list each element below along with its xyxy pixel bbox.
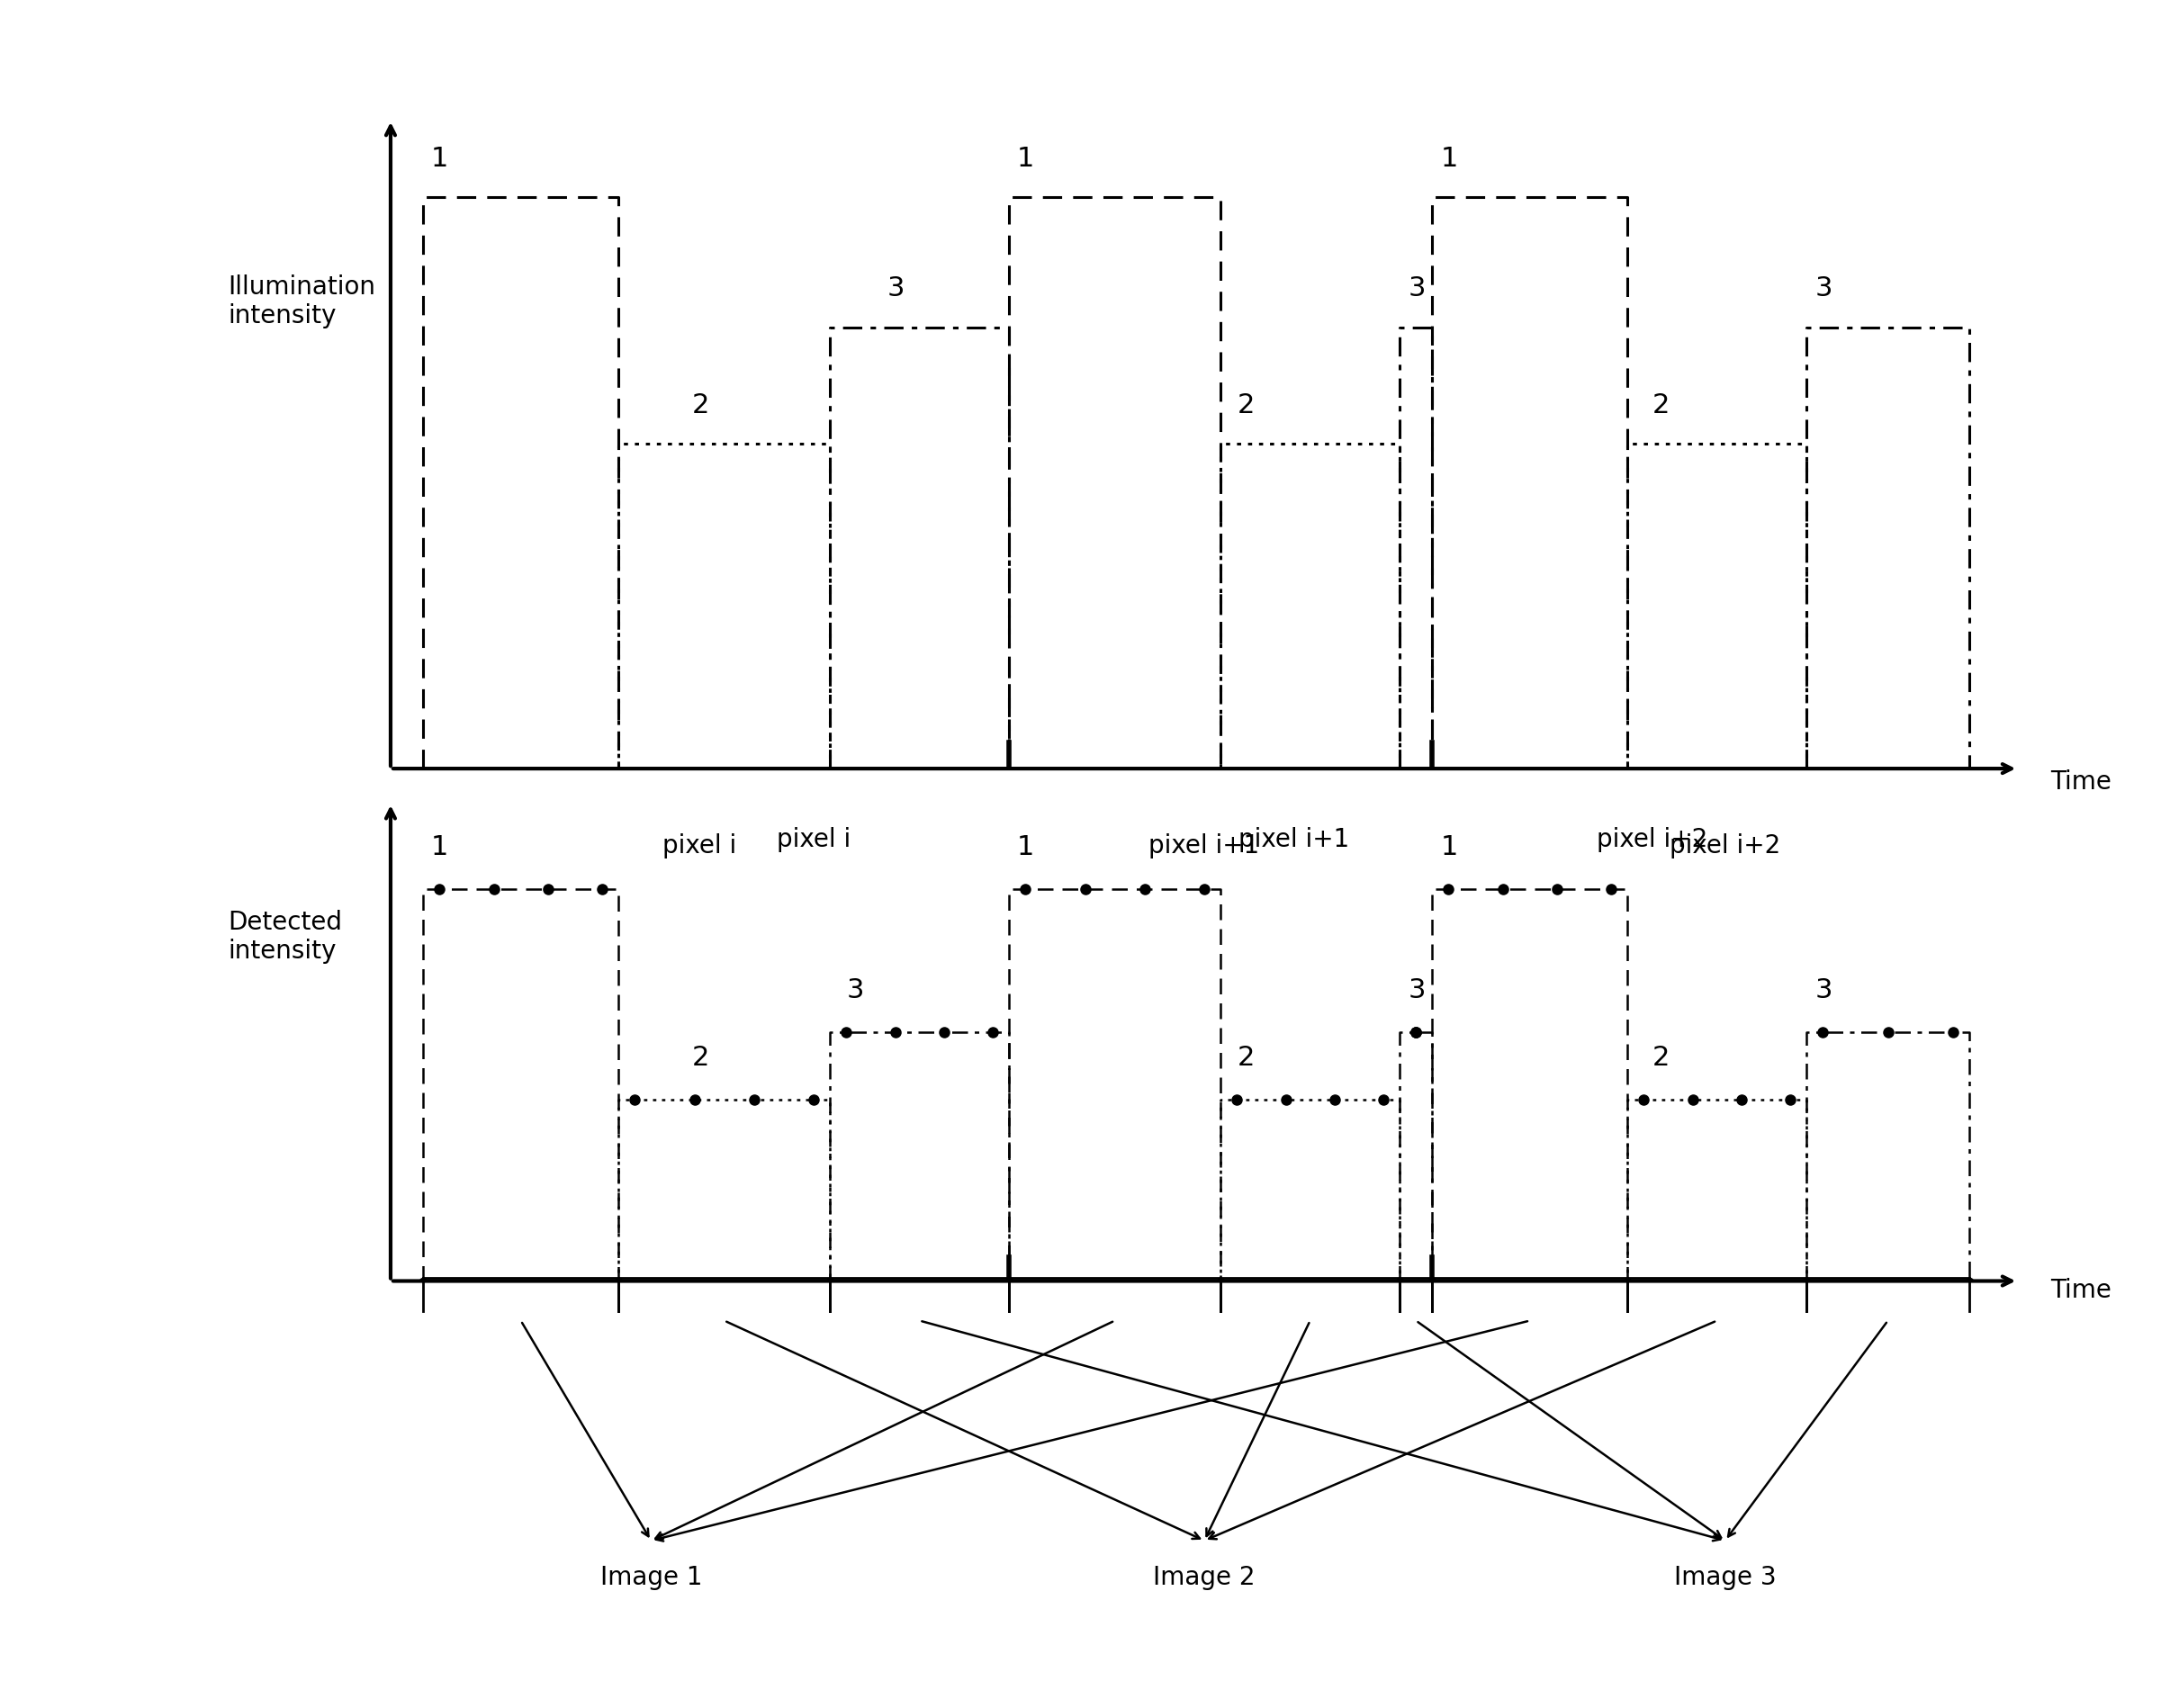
Text: 2: 2 xyxy=(1237,1045,1254,1071)
Text: 3: 3 xyxy=(1408,977,1426,1004)
Text: 2: 2 xyxy=(1651,393,1669,418)
Text: pixel i: pixel i xyxy=(777,827,851,852)
Text: 1: 1 xyxy=(1441,834,1458,861)
Text: pixel i+1: pixel i+1 xyxy=(1148,834,1261,859)
Text: 3: 3 xyxy=(1814,977,1831,1004)
Text: Time: Time xyxy=(2051,769,2111,794)
Text: 1: 1 xyxy=(1018,145,1035,171)
Text: 2: 2 xyxy=(692,1045,710,1071)
Text: 2: 2 xyxy=(692,393,710,418)
Text: Image 2: Image 2 xyxy=(1152,1565,1256,1590)
Text: 2: 2 xyxy=(1651,1045,1669,1071)
Text: 1: 1 xyxy=(432,145,449,171)
Text: Time: Time xyxy=(2051,1278,2111,1303)
Text: Illumination
intensity: Illumination intensity xyxy=(228,273,375,328)
Text: 2: 2 xyxy=(1237,393,1254,418)
Text: 1: 1 xyxy=(432,834,449,861)
Text: 3: 3 xyxy=(1814,275,1831,301)
Text: 3: 3 xyxy=(846,977,864,1004)
Text: Image 3: Image 3 xyxy=(1673,1565,1777,1590)
Text: pixel i: pixel i xyxy=(662,834,738,859)
Text: 3: 3 xyxy=(1408,275,1426,301)
Text: 3: 3 xyxy=(888,275,905,301)
Text: Image 1: Image 1 xyxy=(599,1565,703,1590)
Text: pixel i+2: pixel i+2 xyxy=(1597,827,1708,852)
Text: 1: 1 xyxy=(1018,834,1035,861)
Text: pixel i+2: pixel i+2 xyxy=(1669,834,1782,859)
Text: 1: 1 xyxy=(1441,145,1458,171)
Text: Detected
intensity: Detected intensity xyxy=(228,909,343,963)
Text: pixel i+1: pixel i+1 xyxy=(1239,827,1350,852)
